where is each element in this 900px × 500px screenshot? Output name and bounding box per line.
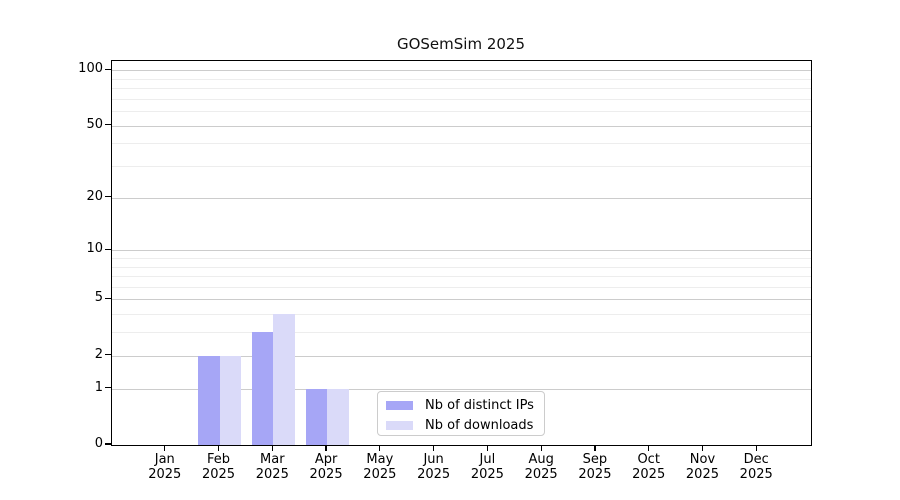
bar-feb-downloads <box>219 355 242 445</box>
gridline-major-2 <box>112 355 811 357</box>
y-axis-label-2: 2 <box>94 346 103 362</box>
legend: Nb of distinct IPs Nb of downloads <box>377 391 545 436</box>
legend-label-downloads: Nb of downloads <box>425 417 534 433</box>
x-axis-label-may: May 2025 <box>363 452 397 482</box>
gridline-minor-60 <box>112 111 811 113</box>
gridline-major-50 <box>112 125 811 127</box>
gridline-minor-90 <box>112 78 811 80</box>
x-axis-tick-dec <box>755 445 757 451</box>
gridline-major-100 <box>112 70 811 72</box>
y-axis-label-5: 5 <box>94 290 103 306</box>
y-axis-tick-5 <box>105 297 111 300</box>
gridline-minor-7 <box>112 276 811 278</box>
gridline-minor-4 <box>112 314 811 316</box>
x-axis-tick-jan <box>164 445 166 451</box>
gridline-major-1 <box>112 388 811 390</box>
x-axis-label-sep: Sep 2025 <box>578 452 612 482</box>
y-axis-tick-0 <box>105 443 111 445</box>
gridline-minor-40 <box>112 143 811 145</box>
legend-entry-downloads: Nb of downloads <box>378 417 533 433</box>
legend-entry-distinct-ips: Nb of distinct IPs <box>378 397 534 413</box>
y-axis-label-20: 20 <box>86 188 103 204</box>
bar-mar-downloads <box>273 314 295 445</box>
gridline-minor-3 <box>112 332 811 334</box>
x-axis-tick-jul <box>486 445 488 451</box>
x-axis-label-jun: Jun 2025 <box>417 452 451 482</box>
y-axis-tick-2 <box>105 354 111 356</box>
bar-apr-distinct-ips <box>305 388 328 445</box>
x-axis-tick-oct <box>648 445 650 451</box>
x-axis-tick-may <box>379 445 381 451</box>
x-axis-label-feb: Feb 2025 <box>201 452 236 482</box>
gridline-minor-80 <box>112 88 811 90</box>
gridline-minor-6 <box>112 286 811 288</box>
legend-swatch-downloads <box>386 420 413 430</box>
y-axis-label-50: 50 <box>86 116 103 132</box>
x-axis-label-nov: Nov 2025 <box>685 452 719 482</box>
x-axis-label-mar: Mar 2025 <box>255 452 289 482</box>
y-axis-tick-10 <box>105 248 111 250</box>
gridline-minor-9 <box>112 257 811 259</box>
x-axis-tick-jun <box>433 445 435 451</box>
bar-apr-downloads <box>327 388 349 445</box>
x-axis-label-jan: Jan 2025 <box>148 452 182 482</box>
gridline-major-10 <box>112 250 811 252</box>
x-axis-label-oct: Oct 2025 <box>632 452 666 482</box>
y-axis-label-0: 0 <box>94 436 103 451</box>
x-axis-tick-feb <box>217 445 220 451</box>
gridline-major-20 <box>112 197 811 199</box>
gridline-major-5 <box>112 299 811 301</box>
x-axis-tick-nov <box>701 445 704 451</box>
bar-feb-distinct-ips <box>198 355 220 445</box>
gridline-minor-8 <box>112 266 811 268</box>
y-axis-label-10: 10 <box>86 241 103 257</box>
gridline-minor-30 <box>112 166 811 168</box>
x-axis-label-apr: Apr 2025 <box>309 452 343 482</box>
legend-label-distinct-ips: Nb of distinct IPs <box>425 397 534 413</box>
bar-mar-distinct-ips <box>251 332 274 445</box>
x-axis-label-aug: Aug 2025 <box>524 452 558 482</box>
y-axis-tick-20 <box>105 196 111 198</box>
plot-area <box>111 60 812 446</box>
x-axis-tick-mar <box>271 445 273 451</box>
x-axis-tick-apr <box>325 445 327 451</box>
y-axis-tick-1 <box>105 387 111 389</box>
chart-title: GOSemSim 2025 <box>396 35 526 53</box>
y-axis-tick-100 <box>105 68 111 70</box>
x-axis-tick-sep <box>594 445 596 451</box>
x-axis-label-jul: Jul 2025 <box>470 452 504 482</box>
y-axis-label-1: 1 <box>94 379 103 395</box>
x-axis-label-dec: Dec 2025 <box>739 452 773 482</box>
y-axis-label-100: 100 <box>78 61 103 77</box>
y-axis-tick-50 <box>105 124 111 126</box>
legend-swatch-distinct-ips <box>386 400 413 410</box>
x-axis-tick-aug <box>540 445 542 451</box>
gridline-minor-70 <box>112 98 811 100</box>
